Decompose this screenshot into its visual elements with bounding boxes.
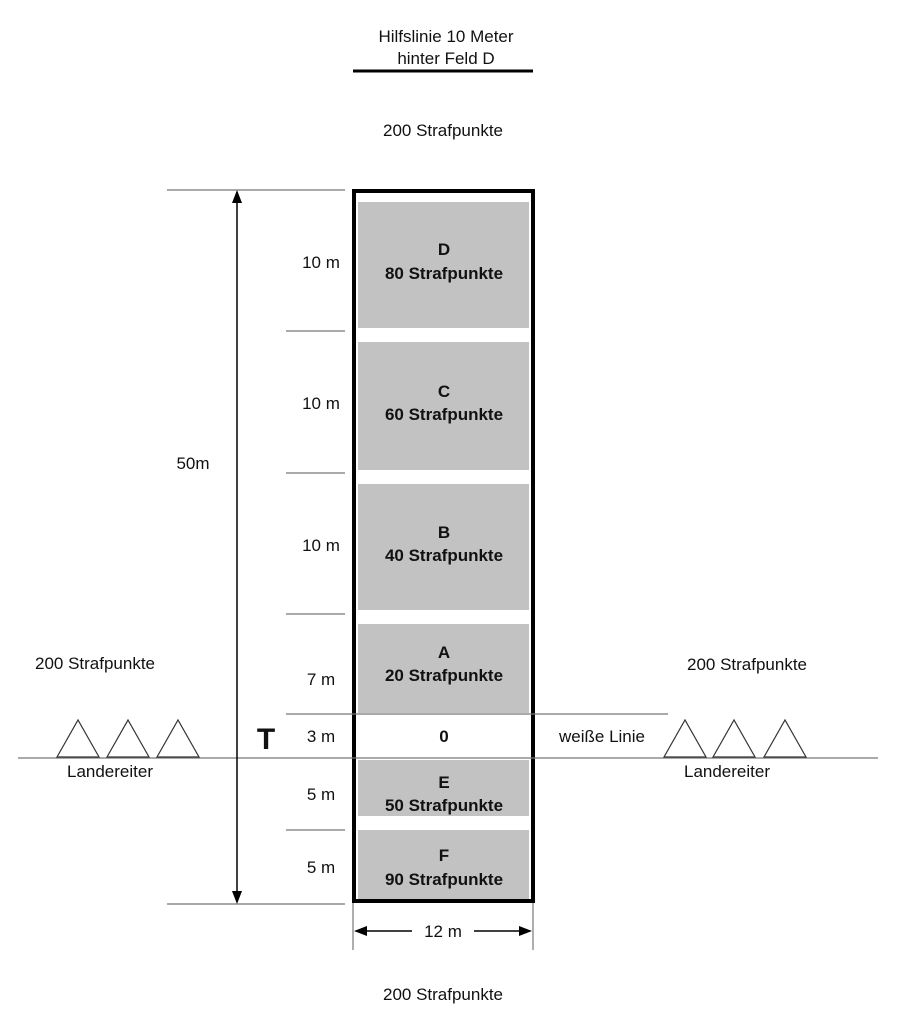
field-b xyxy=(358,484,529,610)
penalty-top: 200 Strafpunkte xyxy=(383,121,503,140)
rider-left-3-icon xyxy=(155,718,201,758)
field-f-id: F xyxy=(439,846,449,865)
penalty-left: 200 Strafpunkte xyxy=(35,654,155,673)
field-c-id: C xyxy=(438,382,450,401)
penalty-right: 200 Strafpunkte xyxy=(687,655,807,674)
landereiter-left-label: Landereiter xyxy=(67,762,153,781)
penalty-bottom: 200 Strafpunkte xyxy=(383,985,503,1004)
length-c: 10 m xyxy=(302,394,340,413)
rider-right-3-icon xyxy=(762,718,808,758)
field-d-id: D xyxy=(438,240,450,259)
rider-right-1-icon xyxy=(662,718,708,758)
length-f: 5 m xyxy=(307,858,335,877)
field-e xyxy=(358,760,529,816)
field-e-points: 50 Strafpunkte xyxy=(385,796,503,815)
rider-left-1-icon xyxy=(55,718,101,758)
total-length-label: 50m xyxy=(176,454,209,473)
rider-right-2-icon xyxy=(711,718,757,758)
field-zero-id: 0 xyxy=(439,727,448,746)
landereiter-right-label: Landereiter xyxy=(684,762,770,781)
field-e-id: E xyxy=(438,773,449,792)
width-arrowhead-left xyxy=(354,926,367,936)
field-zero xyxy=(358,715,529,758)
field-b-points: 40 Strafpunkte xyxy=(385,546,503,565)
top-note-line1: Hilfslinie 10 Meter xyxy=(378,27,513,46)
field-f-points: 90 Strafpunkte xyxy=(385,870,503,889)
length-e: 5 m xyxy=(307,785,335,804)
white-line-label: weiße Linie xyxy=(558,727,645,746)
field-a xyxy=(358,624,529,713)
total-length-arrowhead-top xyxy=(232,190,242,203)
width-label: 12 m xyxy=(424,922,462,941)
field-d xyxy=(358,202,529,328)
width-arrowhead-right xyxy=(519,926,532,936)
length-b: 10 m xyxy=(302,536,340,555)
rider-left-2-icon xyxy=(105,718,151,758)
total-length-arrowhead-bottom xyxy=(232,891,242,904)
field-a-id: A xyxy=(438,643,450,662)
length-zero: 3 m xyxy=(307,727,335,746)
field-f xyxy=(358,830,529,899)
field-c xyxy=(358,342,529,470)
field-c-points: 60 Strafpunkte xyxy=(385,405,503,424)
field-border xyxy=(352,189,535,903)
target-marker: T xyxy=(257,723,275,756)
field-d-points: 80 Strafpunkte xyxy=(385,264,503,283)
top-note-line2: hinter Feld D xyxy=(397,49,494,68)
length-d: 10 m xyxy=(302,253,340,272)
length-a: 7 m xyxy=(307,670,335,689)
field-b-id: B xyxy=(438,523,450,542)
field-a-points: 20 Strafpunkte xyxy=(385,666,503,685)
